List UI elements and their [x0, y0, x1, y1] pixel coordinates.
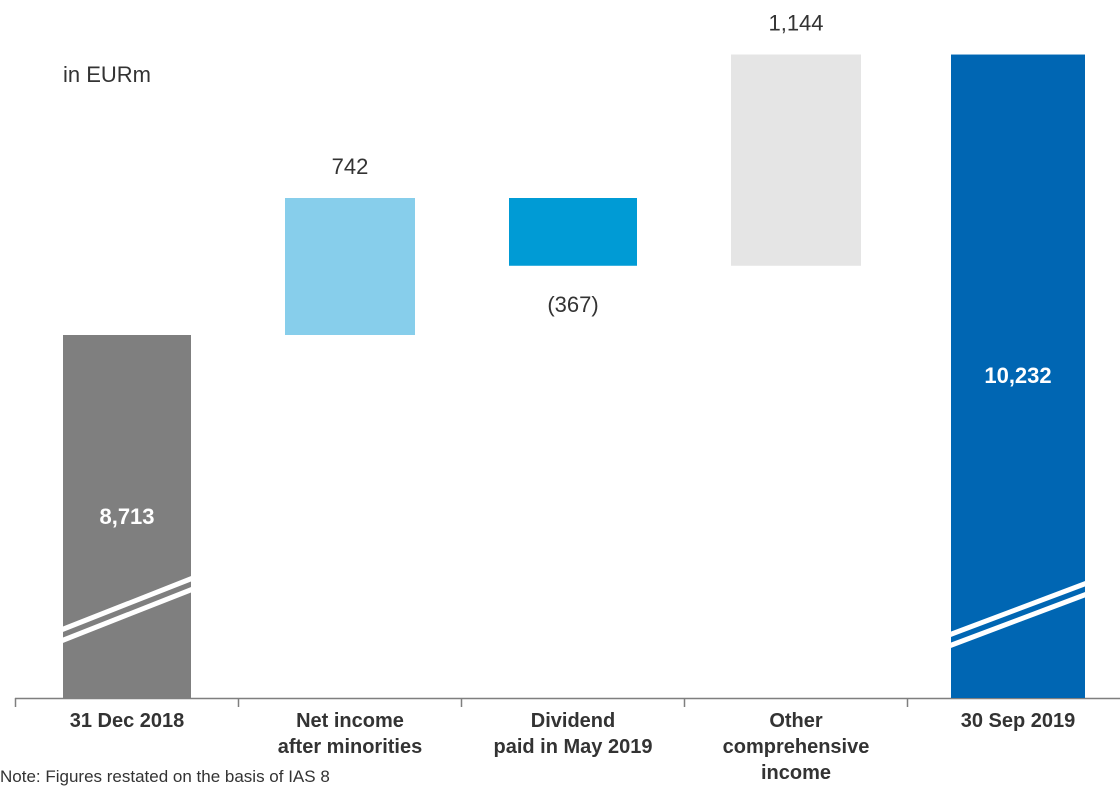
category-label-other-comprehensive-income: Other comprehensive income: [686, 708, 906, 786]
category-label-line: Other: [769, 710, 823, 732]
value-label-dividend: (367): [547, 292, 598, 317]
category-label-line: 31 Dec 2018: [69, 710, 185, 732]
bar-dividend: [509, 198, 637, 266]
footnote: Note: Figures restated on the basis of I…: [0, 767, 330, 786]
value-label-net-income: 742: [332, 154, 369, 179]
category-label-line: after minorities: [277, 736, 423, 758]
value-label-other-comprehensive-income: 1,144: [768, 11, 823, 36]
category-label-31-dec-2018: 31 Dec 2018: [17, 708, 237, 734]
axis-break-mark: [60, 575, 194, 633]
value-label-30-sep-2019: 10,232: [984, 363, 1051, 388]
category-label-line: comprehensive: [722, 736, 870, 758]
category-label-net-income: Net income after minorities: [240, 708, 460, 760]
bar-other-comprehensive-income: [731, 54, 861, 266]
category-label-line: income: [760, 762, 832, 784]
bar-31-dec-2018: [63, 335, 191, 698]
bar-net-income: [285, 198, 415, 335]
category-label-dividend: Dividend paid in May 2019: [463, 708, 683, 760]
axis-break-mark: [948, 580, 1088, 638]
category-label-line: paid in May 2019: [493, 736, 653, 758]
category-label-line: Net income: [296, 710, 404, 732]
category-label-line: 30 Sep 2019: [960, 710, 1076, 732]
category-label-line: Dividend: [530, 710, 616, 732]
axis-break-mark: [948, 591, 1088, 649]
unit-label: in EURm: [63, 62, 152, 87]
category-label-30-sep-2019: 30 Sep 2019: [908, 708, 1120, 734]
value-label-31-dec-2018: 8,713: [99, 504, 154, 529]
axis-break-mark: [60, 586, 194, 644]
